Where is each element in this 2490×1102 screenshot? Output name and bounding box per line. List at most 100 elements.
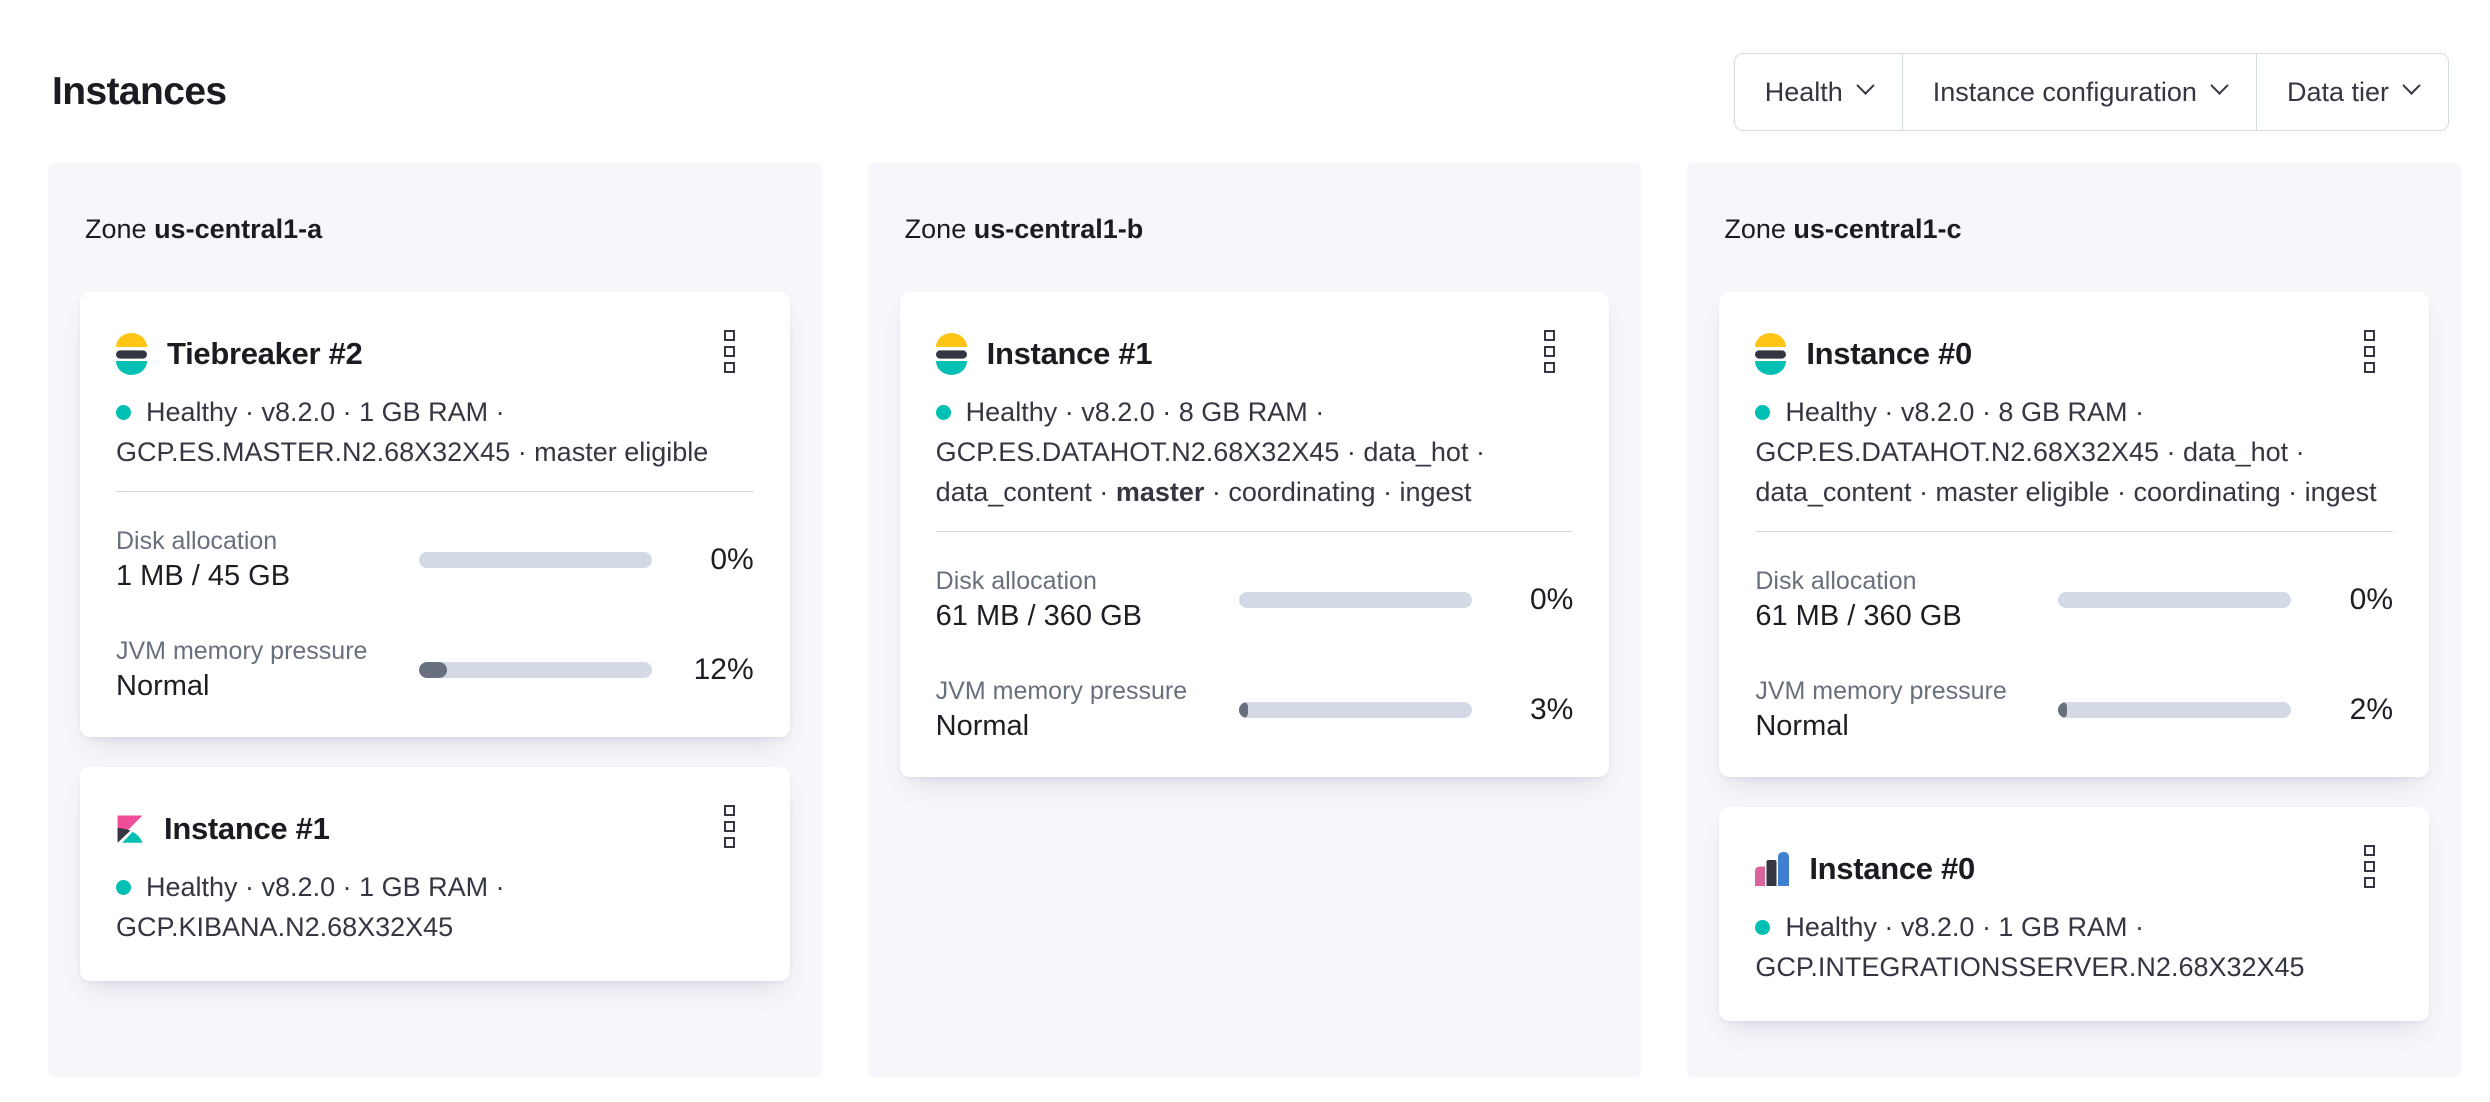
zone-column-us-central1-c: Zone us-central1-c Instance #0 Healthy ·…	[1687, 163, 2462, 1077]
card-metrics: Disk allocation 61 MB / 360 GB 0% JVM me…	[1755, 567, 2393, 743]
instance-actions-menu-button[interactable]	[2353, 843, 2385, 889]
filter-health-button[interactable]: Health	[1734, 54, 1902, 130]
card-metrics: Disk allocation 61 MB / 360 GB 0% JVM me…	[936, 567, 1574, 743]
boxes-vertical-icon	[724, 329, 736, 341]
zone-label: Zone us-central1-b	[904, 214, 1144, 244]
metric-percent: 3%	[1529, 693, 1574, 726]
zone-cards: Instance #0 Healthy · v8.2.0 · 8 GB RAM …	[1719, 292, 2430, 1021]
zone-name: us-central1-b	[973, 214, 1144, 244]
zone-cards: Tiebreaker #2 Healthy · v8.2.0 · 1 GB RA…	[80, 292, 790, 981]
card-header: Instance #0	[1755, 847, 2393, 891]
metric-progress-bar	[1238, 592, 1472, 608]
zone-label: Zone us-central1-a	[85, 214, 323, 244]
elasticsearch-logo	[1755, 333, 1787, 375]
metric-progress-bar	[1238, 702, 1472, 718]
instance-actions-menu-button[interactable]	[1533, 328, 1565, 374]
zone-name: us-central1-a	[154, 214, 323, 244]
card-header: Instance #0	[1755, 332, 2393, 376]
instance-title: Instance #1	[986, 336, 1153, 371]
metric-label: Disk allocation	[935, 567, 1097, 595]
instance-card: Instance #0 Healthy · v8.2.0 · 8 GB RAM …	[1719, 292, 2430, 777]
metric-progress-bar	[2058, 702, 2292, 718]
boxes-vertical-icon	[2363, 329, 2375, 341]
metric-percent: 0%	[1529, 583, 1574, 616]
instance-actions-menu-button[interactable]	[714, 328, 746, 374]
metric-label: Disk allocation	[1755, 567, 1917, 595]
metric-row: JVM memory pressure Normal 12%	[116, 637, 754, 703]
chevron-down-icon	[1856, 76, 1875, 95]
card-divider	[116, 491, 754, 492]
zone-label: Zone us-central1-c	[1724, 214, 1962, 244]
status-line: Healthy · v8.2.0 · 8 GB RAM ·	[1755, 392, 2393, 432]
card-divider	[935, 531, 1574, 532]
filter-health-label: Health	[1764, 76, 1843, 107]
status-line: GCP.ES.DATAHOT.N2.68X32X45 · data_hot ·	[1755, 437, 2305, 467]
status-line: Healthy · v8.2.0 · 8 GB RAM ·	[935, 392, 1574, 432]
elasticsearch-logo	[116, 333, 147, 375]
health-dot-icon	[1755, 919, 1771, 935]
elasticsearch-logo	[935, 333, 967, 375]
metric-row: Disk allocation 61 MB / 360 GB 0%	[1755, 567, 2393, 633]
instance-status: Healthy · v8.2.0 · 8 GB RAM · GCP.ES.DATA…	[1755, 392, 2393, 512]
instance-card: Instance #1 Healthy · v8.2.0 · 1 GB RAM …	[80, 767, 790, 981]
elasticsearch-logo	[935, 333, 967, 375]
integrations-server-logo	[1755, 852, 1790, 886]
instance-actions-menu-button[interactable]	[714, 803, 746, 849]
status-line: Healthy · v8.2.0 · 1 GB RAM ·	[116, 392, 754, 432]
instance-status: Healthy · v8.2.0 · 8 GB RAM · GCP.ES.DATA…	[935, 392, 1574, 512]
instance-actions-menu-button[interactable]	[2353, 328, 2385, 374]
instance-status: Healthy · v8.2.0 · 1 GB RAM · GCP.KIBANA.…	[116, 867, 754, 947]
instance-title: Instance #1	[164, 811, 330, 846]
elasticsearch-logo	[116, 333, 147, 375]
metric-label: JVM memory pressure	[116, 637, 368, 665]
status-line: data_content · master · coordinating · i…	[935, 477, 1472, 507]
card-divider	[1755, 531, 2394, 532]
status-line: data_content · master eligible · coordin…	[1755, 477, 2377, 507]
instance-card: Instance #1 Healthy · v8.2.0 · 8 GB RAM …	[899, 292, 1610, 777]
card-header: Instance #1	[935, 332, 1574, 376]
metric-progress-bar	[419, 552, 652, 568]
zone-column-us-central1-a: Zone us-central1-a Tiebreaker #2 Healthy…	[48, 163, 822, 1077]
metric-value: Normal	[935, 710, 1030, 742]
filter-data-tier-button[interactable]: Data tier	[2255, 54, 2448, 130]
metric-progress-bar	[2058, 592, 2292, 608]
metric-label: Disk allocation	[116, 527, 278, 555]
status-line: GCP.ES.DATAHOT.N2.68X32X45 · data_hot ·	[935, 437, 1485, 467]
status-line: Healthy · v8.2.0 · 1 GB RAM ·	[116, 867, 754, 907]
health-dot-icon	[935, 404, 951, 420]
card-header: Tiebreaker #2	[116, 332, 754, 376]
metric-value: 61 MB / 360 GB	[1755, 600, 1962, 632]
card-metrics: Disk allocation 1 MB / 45 GB 0% JVM memo…	[116, 527, 754, 703]
health-dot-icon	[1755, 404, 1771, 420]
metric-percent: 2%	[2349, 693, 2394, 726]
zones-row: Zone us-central1-a Tiebreaker #2 Healthy…	[48, 163, 2462, 1077]
metric-row: JVM memory pressure Normal 3%	[936, 677, 1574, 743]
metric-progress-fill	[419, 662, 447, 678]
boxes-vertical-icon	[1543, 329, 1555, 341]
status-line: GCP.KIBANA.N2.68X32X45	[116, 912, 454, 942]
page-header: Instances Health Instance configuration …	[0, 0, 2490, 131]
filter-group: Health Instance configuration Data tier	[1733, 53, 2449, 131]
page-title: Instances	[52, 70, 227, 113]
chevron-down-icon	[2402, 76, 2421, 95]
status-line: GCP.ES.MASTER.N2.68X32X45 · master eligi…	[116, 437, 709, 467]
integrations-server-logo	[1755, 852, 1790, 886]
metric-value: 61 MB / 360 GB	[935, 600, 1142, 632]
zone-column-us-central1-b: Zone us-central1-b Instance #1 Healthy ·…	[867, 163, 1642, 1077]
instance-title: Instance #0	[1809, 851, 1975, 886]
instance-status: Healthy · v8.2.0 · 1 GB RAM · GCP.ES.MAST…	[116, 392, 754, 472]
status-line: Healthy · v8.2.0 · 1 GB RAM ·	[1755, 907, 2393, 947]
filter-data-tier-label: Data tier	[2286, 76, 2389, 107]
instance-status: Healthy · v8.2.0 · 1 GB RAM · GCP.INTEGRA…	[1755, 907, 2393, 987]
instance-title: Instance #0	[1806, 336, 1972, 371]
instance-title: Tiebreaker #2	[167, 336, 363, 371]
boxes-vertical-icon	[2363, 844, 2375, 856]
filter-instance-configuration-button[interactable]: Instance configuration	[1901, 54, 2256, 130]
health-dot-icon	[116, 879, 131, 895]
metric-label: JVM memory pressure	[935, 677, 1188, 705]
kibana-logo	[117, 815, 143, 843]
metric-label: JVM memory pressure	[1755, 677, 2007, 705]
boxes-vertical-icon	[724, 804, 736, 816]
health-dot-icon	[116, 404, 131, 420]
metric-progress-bar	[419, 662, 652, 678]
